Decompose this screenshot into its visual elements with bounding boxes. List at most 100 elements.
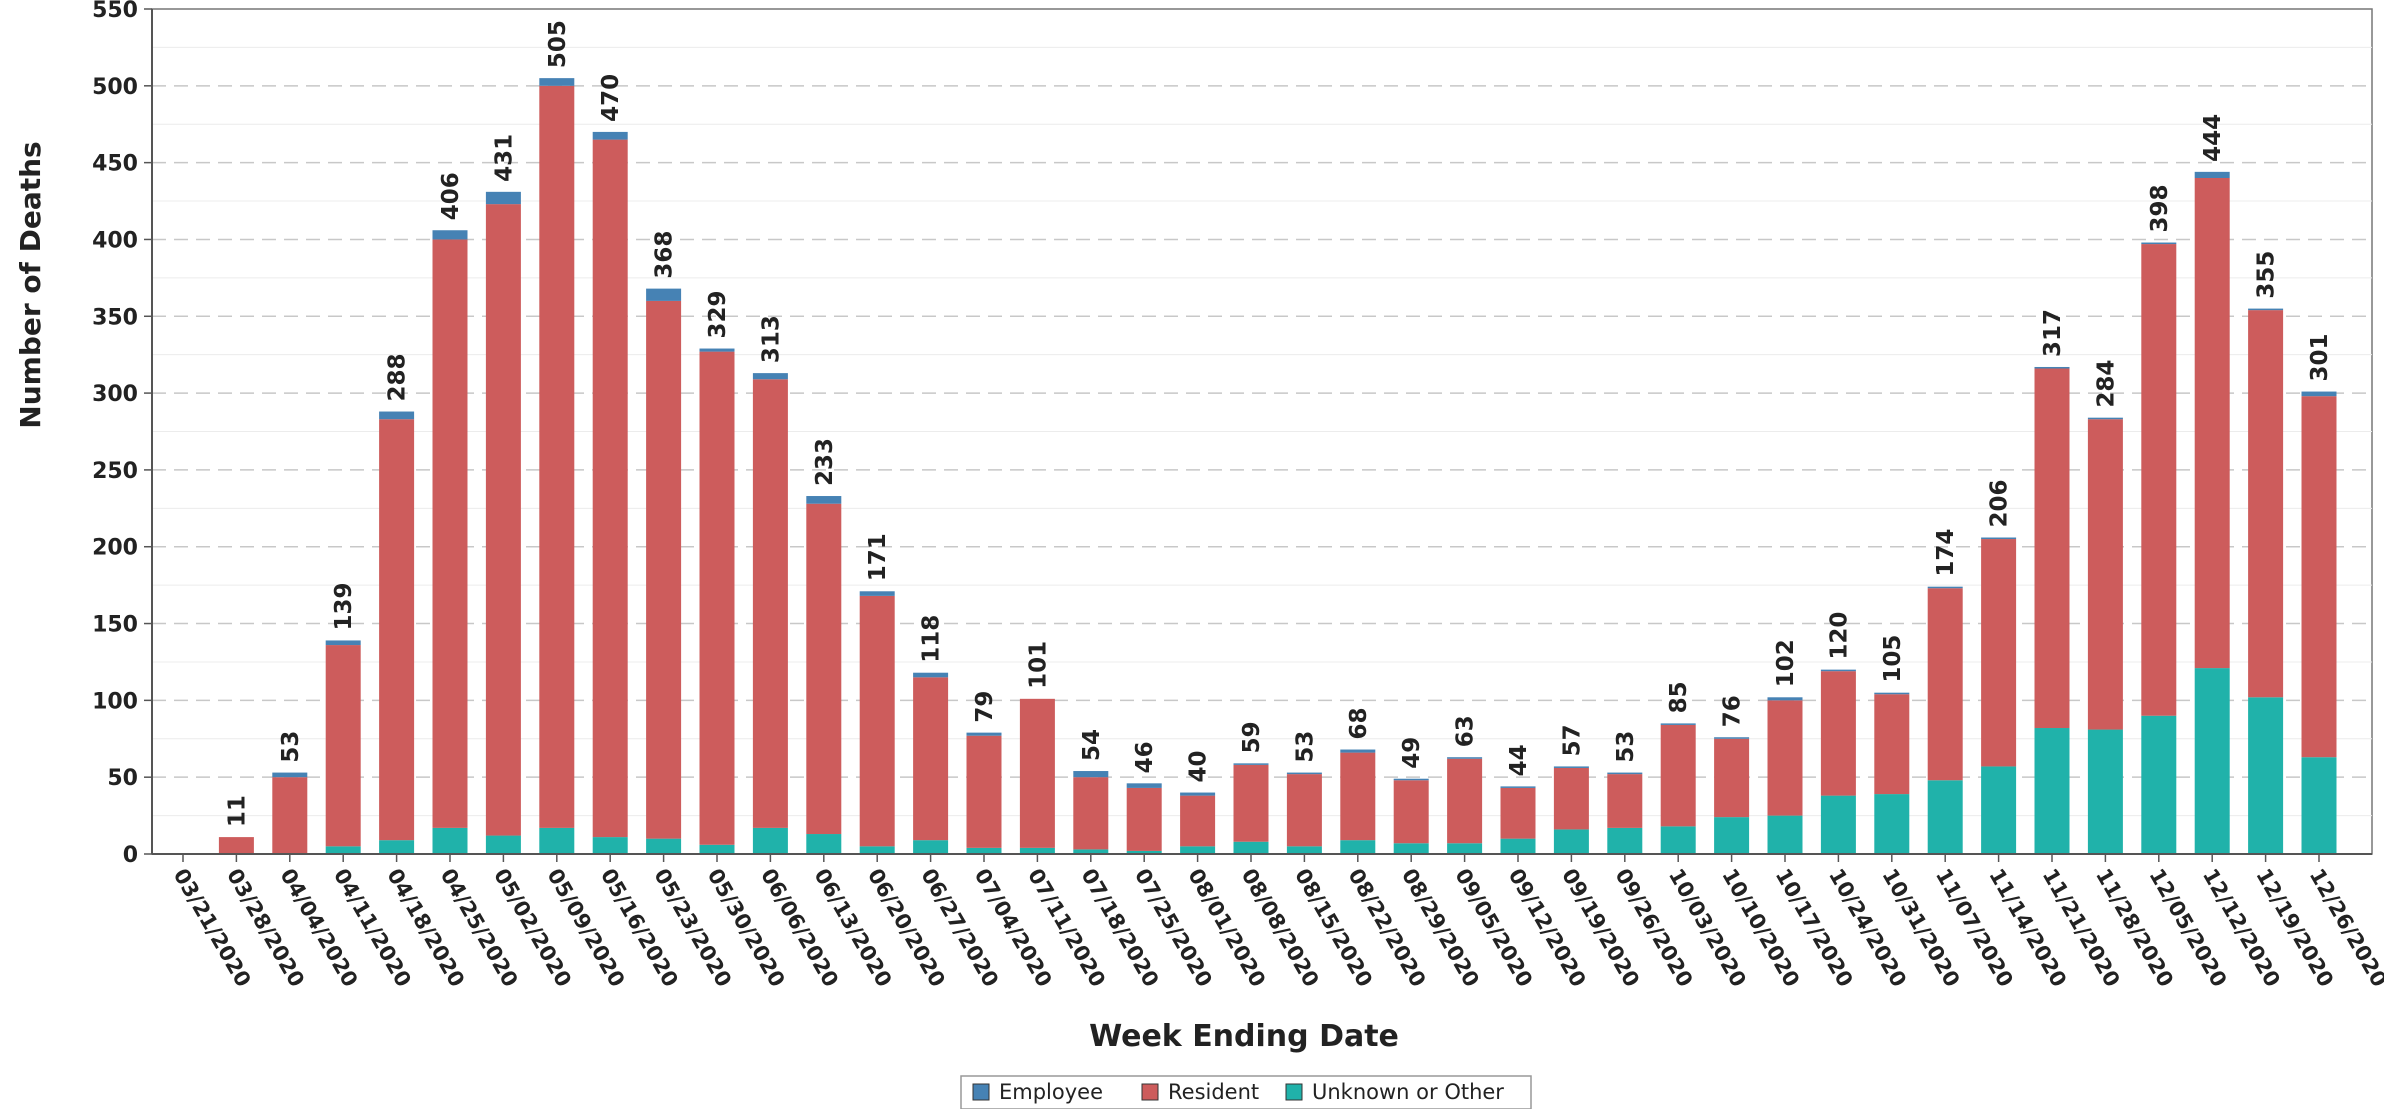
bar-segment-unknown-or-other bbox=[1714, 817, 1750, 854]
y-tick-label: 100 bbox=[92, 689, 138, 714]
bar-segment-employee bbox=[1607, 772, 1643, 775]
bar-segment-employee bbox=[859, 591, 895, 596]
bar-segment-employee bbox=[1714, 737, 1750, 739]
bar-segment-resident bbox=[1073, 777, 1109, 850]
bar-total-label: 53 bbox=[278, 731, 304, 763]
bar-segment-employee bbox=[432, 230, 468, 240]
legend-item-employee: Employee bbox=[972, 1080, 1103, 1104]
y-tick-label: 300 bbox=[92, 382, 138, 407]
bar-segment-resident bbox=[325, 645, 361, 847]
bar-segment-resident bbox=[1340, 752, 1376, 841]
bar-total-label: 368 bbox=[652, 231, 678, 279]
bar-total-label: 102 bbox=[1773, 639, 1799, 687]
bar-segment-resident bbox=[1981, 539, 2017, 767]
data-labels: 11 53 139 288 406 431 505 470 368 329 313 233 171 118… bbox=[224, 20, 2333, 827]
bar-total-label: 101 bbox=[1025, 641, 1051, 689]
bar-segment-unknown-or-other bbox=[1393, 843, 1429, 854]
y-tick-label: 400 bbox=[92, 228, 138, 253]
bar-segment-employee bbox=[485, 191, 521, 205]
bar-total-label: 233 bbox=[812, 438, 838, 486]
bar-segment-resident bbox=[1927, 588, 1963, 781]
bar-segment-resident bbox=[2141, 244, 2177, 716]
bar-segment-resident bbox=[646, 300, 682, 839]
bar-segment-resident bbox=[592, 139, 628, 838]
bar-total-label: 174 bbox=[1933, 529, 1959, 577]
bar-segment-employee bbox=[1981, 537, 2017, 540]
bar-total-label: 59 bbox=[1239, 721, 1265, 753]
bar-segment-unknown-or-other bbox=[325, 846, 361, 854]
bar-segment-unknown-or-other bbox=[379, 840, 415, 854]
bar-segment-resident bbox=[699, 351, 735, 845]
bar-segment-employee bbox=[1660, 723, 1696, 725]
bar-segment-resident bbox=[1180, 795, 1216, 847]
bar-segment-employee bbox=[2194, 171, 2230, 178]
bar-segment-employee bbox=[2141, 242, 2177, 245]
bar-segment-unknown-or-other bbox=[752, 827, 788, 854]
bar-segment-employee bbox=[2301, 391, 2337, 397]
bar-segment-unknown-or-other bbox=[1447, 843, 1483, 854]
bar-segment-employee bbox=[1447, 757, 1483, 759]
bar-total-label: 54 bbox=[1079, 729, 1105, 761]
bar-segment-employee bbox=[966, 732, 1002, 736]
y-tick-label: 200 bbox=[92, 536, 138, 561]
bar-segment-resident bbox=[2248, 310, 2284, 698]
bar-total-label: 288 bbox=[385, 354, 411, 402]
bar-segment-resident bbox=[1233, 764, 1269, 842]
bar-segment-resident bbox=[432, 239, 468, 828]
bar-segment-unknown-or-other bbox=[1981, 766, 2017, 854]
bar-segment-unknown-or-other bbox=[2194, 668, 2230, 854]
bar-segment-unknown-or-other bbox=[1607, 827, 1643, 854]
bar-segment-unknown-or-other bbox=[539, 827, 575, 854]
bar-total-label: 301 bbox=[2307, 334, 2333, 382]
bar-segment-employee bbox=[1393, 778, 1429, 781]
bar-total-label: 76 bbox=[1720, 695, 1746, 727]
bar-segment-unknown-or-other bbox=[2034, 728, 2070, 854]
bar-segment-unknown-or-other bbox=[2248, 697, 2284, 854]
bar-segment-employee bbox=[1233, 763, 1269, 765]
legend-item-resident: Resident bbox=[1141, 1080, 1259, 1104]
bar-total-label: 118 bbox=[919, 615, 945, 663]
bar-segment-resident bbox=[1019, 698, 1055, 848]
y-axis-title: Number of Deaths bbox=[14, 141, 47, 428]
bar-total-label: 284 bbox=[2093, 360, 2119, 408]
bar-total-label: 406 bbox=[438, 172, 464, 220]
bar-total-label: 171 bbox=[865, 533, 891, 581]
bar-segment-unknown-or-other bbox=[432, 827, 468, 854]
bar-segment-unknown-or-other bbox=[485, 835, 521, 854]
bar-segment-resident bbox=[1553, 767, 1589, 830]
bar-segment-resident bbox=[913, 677, 949, 841]
bar-segment-resident bbox=[1500, 787, 1536, 839]
bar-segment-resident bbox=[272, 777, 308, 854]
bar-total-label: 470 bbox=[598, 74, 624, 122]
bar-segment-resident bbox=[539, 85, 575, 828]
bar-segment-unknown-or-other bbox=[1073, 849, 1109, 854]
legend-swatch-unknown-or-other bbox=[1285, 1083, 1303, 1101]
bar-segment-unknown-or-other bbox=[1233, 841, 1269, 854]
bar-segment-resident bbox=[1660, 724, 1696, 827]
y-tick-label: 150 bbox=[92, 613, 138, 638]
bar-segment-employee bbox=[1820, 669, 1856, 672]
bar-segment-employee bbox=[592, 131, 628, 140]
bar-segment-employee bbox=[2248, 308, 2284, 311]
y-tick-label: 350 bbox=[92, 305, 138, 330]
bar-total-label: 79 bbox=[972, 691, 998, 723]
legend-frame bbox=[960, 1075, 1532, 1110]
bar-segment-unknown-or-other bbox=[646, 838, 682, 854]
bar-segment-resident bbox=[1447, 758, 1483, 844]
bar-segment-resident bbox=[379, 419, 415, 841]
bar-total-label: 317 bbox=[2040, 309, 2066, 357]
legend-label-unknown-or-other: Unknown or Other bbox=[1312, 1080, 1504, 1104]
bar-total-label: 40 bbox=[1186, 751, 1212, 783]
y-tick-label: 0 bbox=[123, 843, 138, 868]
bar-segment-employee bbox=[379, 411, 415, 420]
bar-segment-employee bbox=[646, 288, 682, 301]
bar-segment-employee bbox=[1553, 766, 1589, 768]
bar-segment-unknown-or-other bbox=[1820, 795, 1856, 854]
bar-segment-resident bbox=[1607, 774, 1643, 828]
bar-segment-resident bbox=[2301, 396, 2337, 758]
bar-total-label: 68 bbox=[1346, 708, 1372, 740]
bar-segment-employee bbox=[913, 672, 949, 678]
bar-segment-resident bbox=[1126, 787, 1162, 851]
x-axis-title: Week Ending Date bbox=[1089, 1019, 1399, 1054]
